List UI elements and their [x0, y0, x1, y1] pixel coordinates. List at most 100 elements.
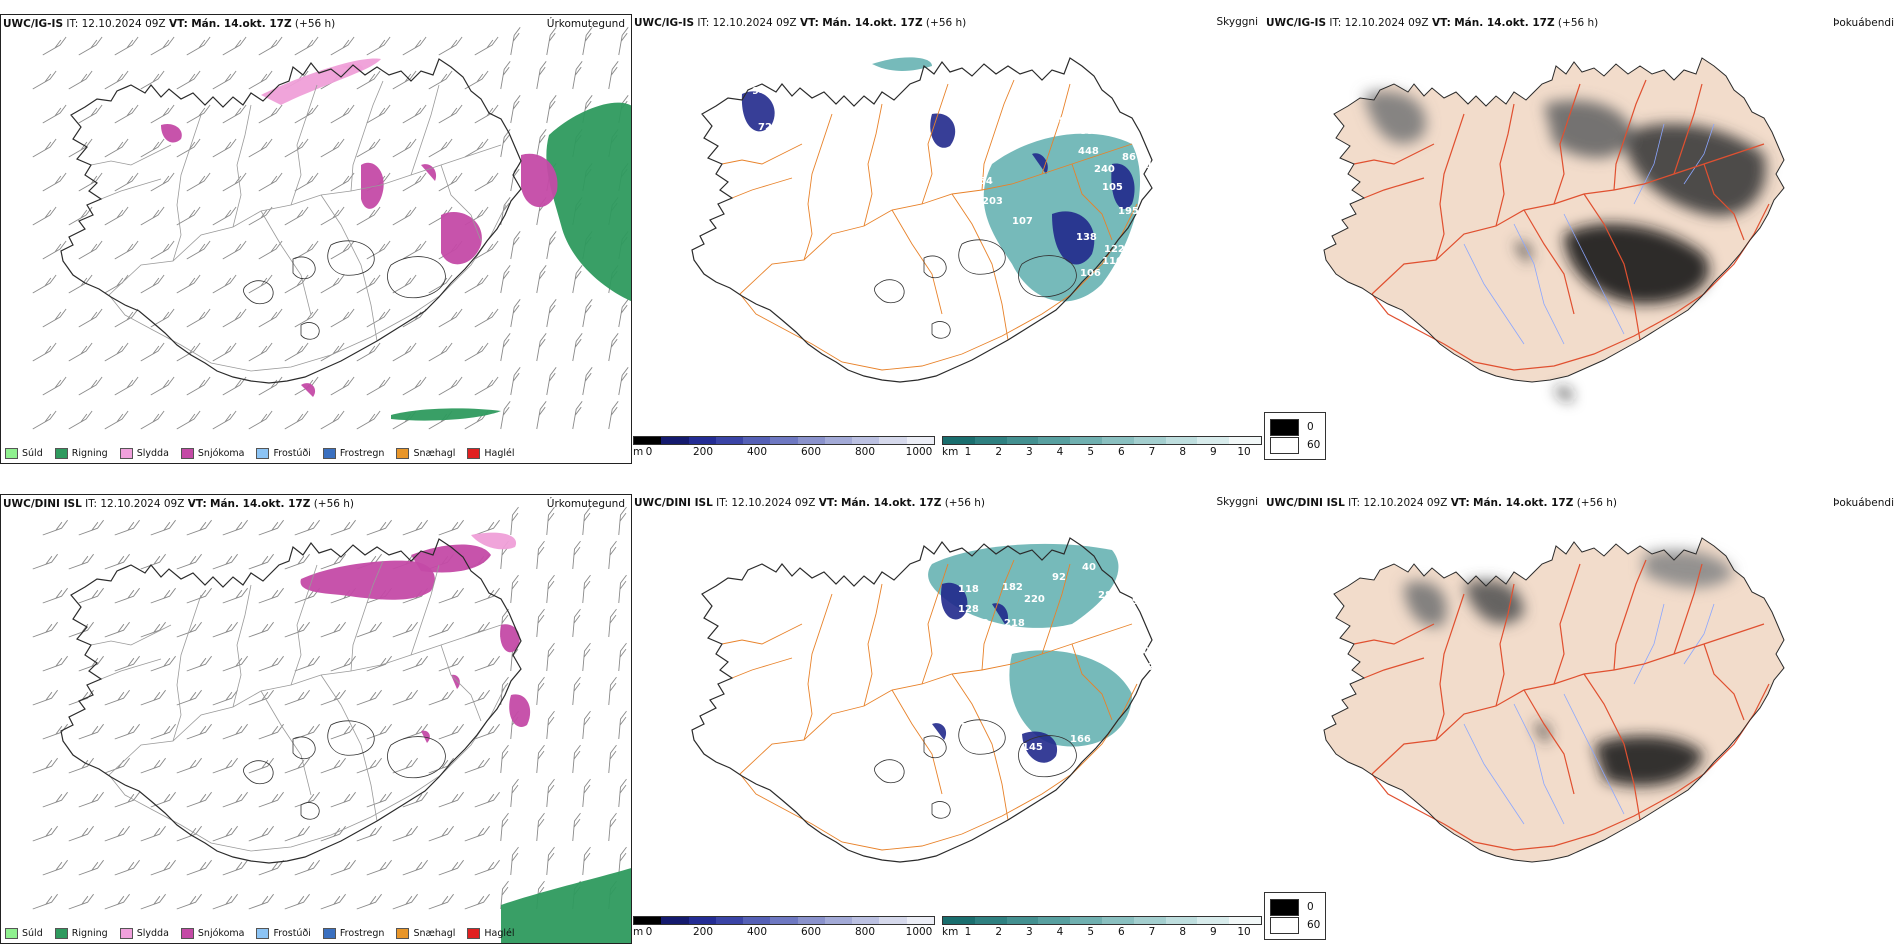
roads: [721, 79, 1138, 371]
cloud-base-label: 203: [982, 196, 1003, 207]
cloud-base-label: 326: [780, 118, 801, 129]
scale-box: [1101, 917, 1134, 924]
scale-tick: 8: [1179, 446, 1186, 458]
scale-box: [634, 437, 662, 444]
vis-panel-top: UWC/IG-IS IT: 12.10.2024 09Z VT: Mán. 14…: [632, 14, 1264, 464]
scale-box: [743, 917, 771, 924]
rivers: [1463, 123, 1715, 345]
cloud-base-label: 105: [960, 722, 981, 733]
cloud-base-label: 116: [1102, 256, 1123, 267]
fog-blob: [1534, 723, 1550, 744]
legend-label: Haglél: [484, 448, 515, 459]
scale-box: [715, 437, 744, 444]
legend-swatch: [467, 448, 481, 459]
cloud-base-label: 584: [1052, 116, 1073, 127]
vis-scale-labels: km 1 2 3 4 5 6 7 8 9 10: [942, 926, 1262, 938]
precip-legend-item: Snjókoma: [180, 448, 244, 459]
scale-box: [879, 437, 907, 444]
wind-barbs: [32, 506, 627, 910]
vis-scale-labels: km 1 2 3 4 5 6 7 8 9 10: [942, 446, 1262, 458]
legend-swatch: [396, 928, 410, 939]
scale-box: [974, 917, 1007, 924]
scale-unit: m: [633, 926, 644, 938]
cloud-base-label: 111: [1146, 160, 1167, 171]
legend-swatch: [119, 928, 133, 939]
cloud-base-label: 118: [958, 584, 979, 595]
scale-tick: 5: [1087, 446, 1094, 458]
scale-tick: 3: [1025, 446, 1033, 458]
legend-swatch: [54, 448, 68, 459]
fog-blob: [1594, 735, 1704, 787]
fog-blob: [1624, 123, 1766, 216]
scale-box: [1229, 437, 1261, 444]
glaciers: [874, 719, 1077, 819]
precip-legend-item: Snæhagl: [396, 448, 455, 459]
precip-blob: [441, 211, 482, 265]
legend-label: Frostregn: [339, 928, 385, 939]
scale-box: [852, 917, 880, 924]
precip-map-bottom: [32, 506, 631, 943]
header-fog-bottom: UWC/DINI ISL IT: 12.10.2024 09Z VT: Mán.…: [1266, 497, 1618, 509]
fog-blob: [1364, 91, 1426, 144]
scale-box: [943, 437, 975, 444]
scale-box: [688, 917, 716, 924]
legend-label: Snæhagl: [413, 928, 456, 939]
precip-map-top: [32, 27, 631, 430]
vis-title-bottom: Skyggni: [1216, 496, 1259, 508]
precip-legend-item: Rigning: [54, 448, 108, 459]
iceland-coastline: [60, 538, 522, 864]
legend-swatch: [54, 928, 68, 939]
cloud-base-label: 102: [968, 618, 989, 629]
scale-tick: 2: [995, 446, 1002, 458]
scale-tick: 0: [645, 446, 653, 458]
scale-box: [879, 917, 907, 924]
scale-tick: 1000: [905, 446, 933, 458]
scale-box: [661, 917, 689, 924]
fog-blob: [1404, 581, 1447, 627]
cloud-base-label: 40: [1082, 562, 1096, 573]
legend-swatch: [180, 928, 194, 939]
legend-label: Haglél: [484, 928, 515, 939]
precip-legend-item: Frostúði: [256, 928, 311, 939]
legend-label: Súld: [22, 448, 43, 459]
precip-areas: [161, 58, 631, 421]
scale-box: [1133, 437, 1166, 444]
precip-blob: [500, 624, 520, 653]
precip-blob: [451, 674, 460, 689]
scale-tick: 5: [1087, 926, 1094, 938]
iceland-coastline: [1323, 57, 1785, 383]
legend-swatch: [119, 448, 133, 459]
scale-tick: 4: [1056, 926, 1064, 938]
precip-legend-item: Frostúði: [256, 448, 311, 459]
scale-tick: 400: [746, 446, 768, 458]
precip-legend: Súld Rigning Slydda Snjókoma Frostúði Frostre…: [5, 928, 515, 939]
roads: [1353, 559, 1770, 851]
scale-box: [943, 917, 975, 924]
precip-blob: [161, 123, 182, 143]
precip-blob: [521, 153, 558, 208]
scale-tick: 600: [800, 446, 822, 458]
glaciers: [243, 240, 446, 340]
legend-swatch: [322, 928, 336, 939]
scale-tick: 800: [854, 926, 876, 938]
legend-label: Snjókoma: [197, 928, 245, 939]
precip-legend-item: Slydda: [119, 928, 169, 939]
fog-panel-bottom: UWC/DINI ISL IT: 12.10.2024 09Z VT: Mán.…: [1264, 494, 1900, 944]
wind-barbs: [32, 27, 629, 430]
legend-label: Slydda: [136, 928, 169, 939]
scale-box: [974, 437, 1007, 444]
vis-scale-bottom: km 1 2 3 4 5 6 7 8 9 10: [942, 916, 1262, 938]
legend-swatch: [322, 448, 336, 459]
legend-label: 0: [1307, 421, 1314, 433]
cloud-base-label: 145: [1022, 742, 1043, 753]
cloud-base-label: 280: [1098, 590, 1119, 601]
scale-box: [1101, 437, 1134, 444]
precip-blob: [261, 58, 381, 105]
scale-tick: 800: [854, 446, 876, 458]
roads: [1353, 79, 1770, 371]
scale-box: [1165, 917, 1198, 924]
legend-label: Slydda: [136, 448, 169, 459]
scale-unit: km: [942, 926, 959, 938]
legend-swatch: [467, 928, 481, 939]
